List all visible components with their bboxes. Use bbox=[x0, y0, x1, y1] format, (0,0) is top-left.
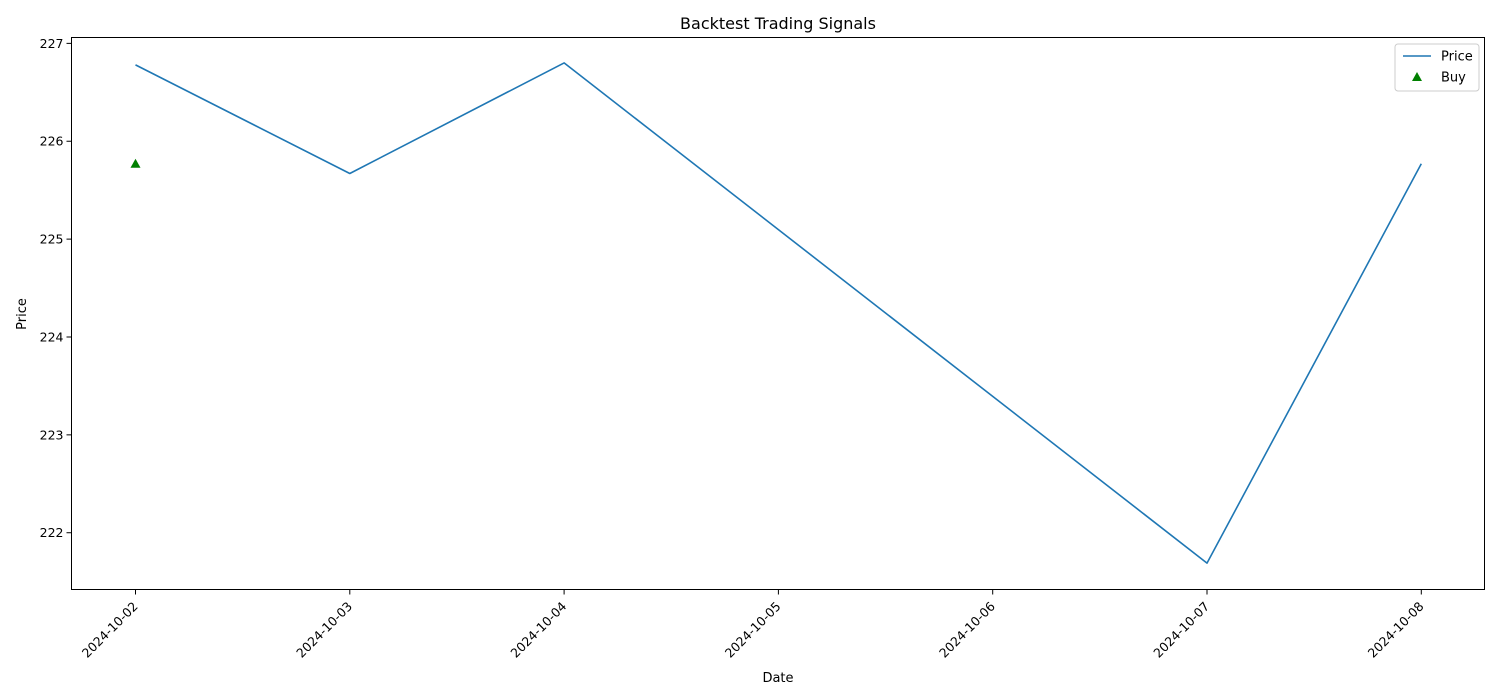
chart-title: Backtest Trading Signals bbox=[680, 14, 876, 33]
x-tick-label: 2024-10-06 bbox=[936, 599, 998, 661]
x-tick-label: 2024-10-03 bbox=[293, 599, 355, 661]
y-tick-label: 223 bbox=[40, 427, 64, 442]
y-tick-label: 222 bbox=[40, 525, 64, 540]
x-tick-label: 2024-10-04 bbox=[507, 599, 569, 661]
y-tick-label: 226 bbox=[40, 134, 64, 149]
y-tick-label: 224 bbox=[40, 329, 64, 344]
x-tick-label: 2024-10-08 bbox=[1365, 599, 1427, 661]
price-line bbox=[135, 62, 1423, 564]
buy-marker bbox=[130, 158, 141, 168]
y-axis-label: Price bbox=[15, 298, 30, 330]
x-axis-label: Date bbox=[762, 671, 793, 686]
y-tick-label: 227 bbox=[40, 36, 64, 51]
legend-marker-swatch bbox=[1412, 72, 1422, 81]
legend-label: Buy bbox=[1441, 71, 1466, 86]
legend: Price Buy bbox=[1394, 43, 1480, 92]
x-tick-label: 2024-10-07 bbox=[1150, 599, 1212, 661]
x-tick-label: 2024-10-02 bbox=[79, 599, 141, 661]
plot-area bbox=[71, 37, 1485, 590]
x-tick-label: 2024-10-05 bbox=[722, 599, 784, 661]
y-tick-label: 225 bbox=[40, 232, 64, 247]
legend-label: Price bbox=[1441, 50, 1473, 65]
